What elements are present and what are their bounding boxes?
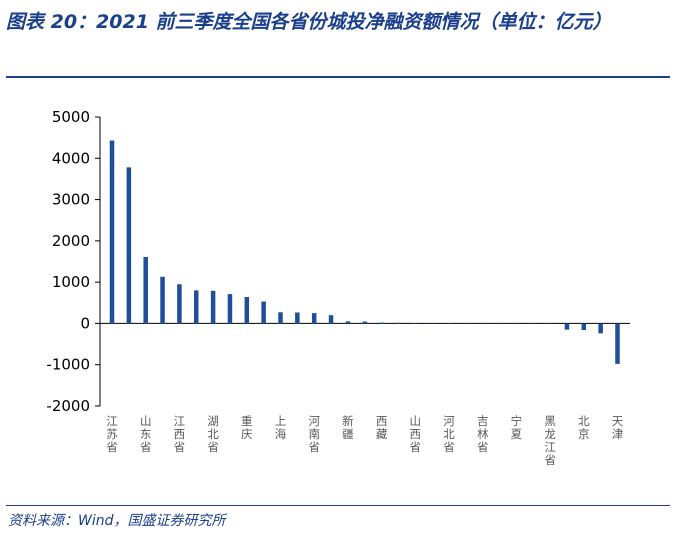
bar <box>109 140 115 324</box>
x-category-label: 江苏省 <box>106 414 118 454</box>
bar <box>598 323 603 334</box>
y-tick-label: 0 <box>80 314 90 332</box>
bar <box>463 323 469 324</box>
bar <box>126 167 132 324</box>
bar <box>244 297 250 324</box>
title-divider <box>6 76 670 78</box>
bar <box>514 323 519 325</box>
bar <box>362 321 367 324</box>
bar <box>547 323 553 325</box>
bars <box>109 140 620 364</box>
bar <box>564 323 570 330</box>
bar <box>160 276 165 324</box>
x-category-label: 江西省 <box>174 414 186 454</box>
bar <box>328 315 334 324</box>
source-note: 资料来源：Wind，国盛证券研究所 <box>8 513 226 529</box>
bar-chart: 5000 4000 3000 2000 1000 0 -1000 -2000 江苏省 山东省 江西… <box>46 108 630 467</box>
bar <box>345 321 351 324</box>
bar <box>227 294 233 324</box>
bar <box>177 284 182 324</box>
x-category-label: 河北省 <box>443 414 455 454</box>
bar <box>194 290 199 324</box>
bar <box>531 323 536 325</box>
bar <box>396 322 401 324</box>
y-tick-label: 1000 <box>52 273 90 291</box>
x-category-label: 西藏 <box>376 414 388 441</box>
y-tick-label: -2000 <box>46 397 90 415</box>
y-tick-label: 5000 <box>52 108 90 126</box>
bar <box>446 323 452 324</box>
x-category-label: 吉林省 <box>477 414 489 454</box>
x-category-label: 天津 <box>612 414 624 441</box>
x-category-label: 宁夏 <box>511 414 523 441</box>
bar <box>413 323 418 324</box>
y-tick-label: 4000 <box>52 149 90 167</box>
bar <box>581 323 587 331</box>
x-category-label: 重庆 <box>241 414 253 441</box>
bar <box>480 323 485 325</box>
y-axis: 5000 4000 3000 2000 1000 0 -1000 -2000 <box>46 108 630 415</box>
source-divider <box>6 505 670 506</box>
bar <box>143 256 148 324</box>
bar <box>615 323 620 364</box>
y-tick-label: 2000 <box>52 232 90 250</box>
x-category-label: 上海 <box>275 414 287 441</box>
x-category-label: 北京 <box>578 414 590 441</box>
y-tick-label: -1000 <box>46 356 90 374</box>
x-category-label: 山西省 <box>410 414 422 454</box>
bar <box>497 323 502 325</box>
x-category-label: 黑龙江省 <box>544 414 556 467</box>
figure-title: 图表 20：2021 前三季度全国各省份城投净融资额情况（单位：亿元） <box>6 11 612 33</box>
bar <box>379 322 384 324</box>
x-category-label: 河南省 <box>308 414 320 454</box>
bar <box>261 301 266 324</box>
bar <box>278 312 283 324</box>
x-category-label: 新疆 <box>342 414 354 441</box>
bar <box>295 312 300 324</box>
bar <box>311 313 317 324</box>
bar <box>429 323 435 324</box>
y-tick-label: 3000 <box>52 191 90 209</box>
bar <box>210 290 216 324</box>
x-category-label: 湖北省 <box>207 414 219 454</box>
x-category-label: 山东省 <box>140 414 152 454</box>
